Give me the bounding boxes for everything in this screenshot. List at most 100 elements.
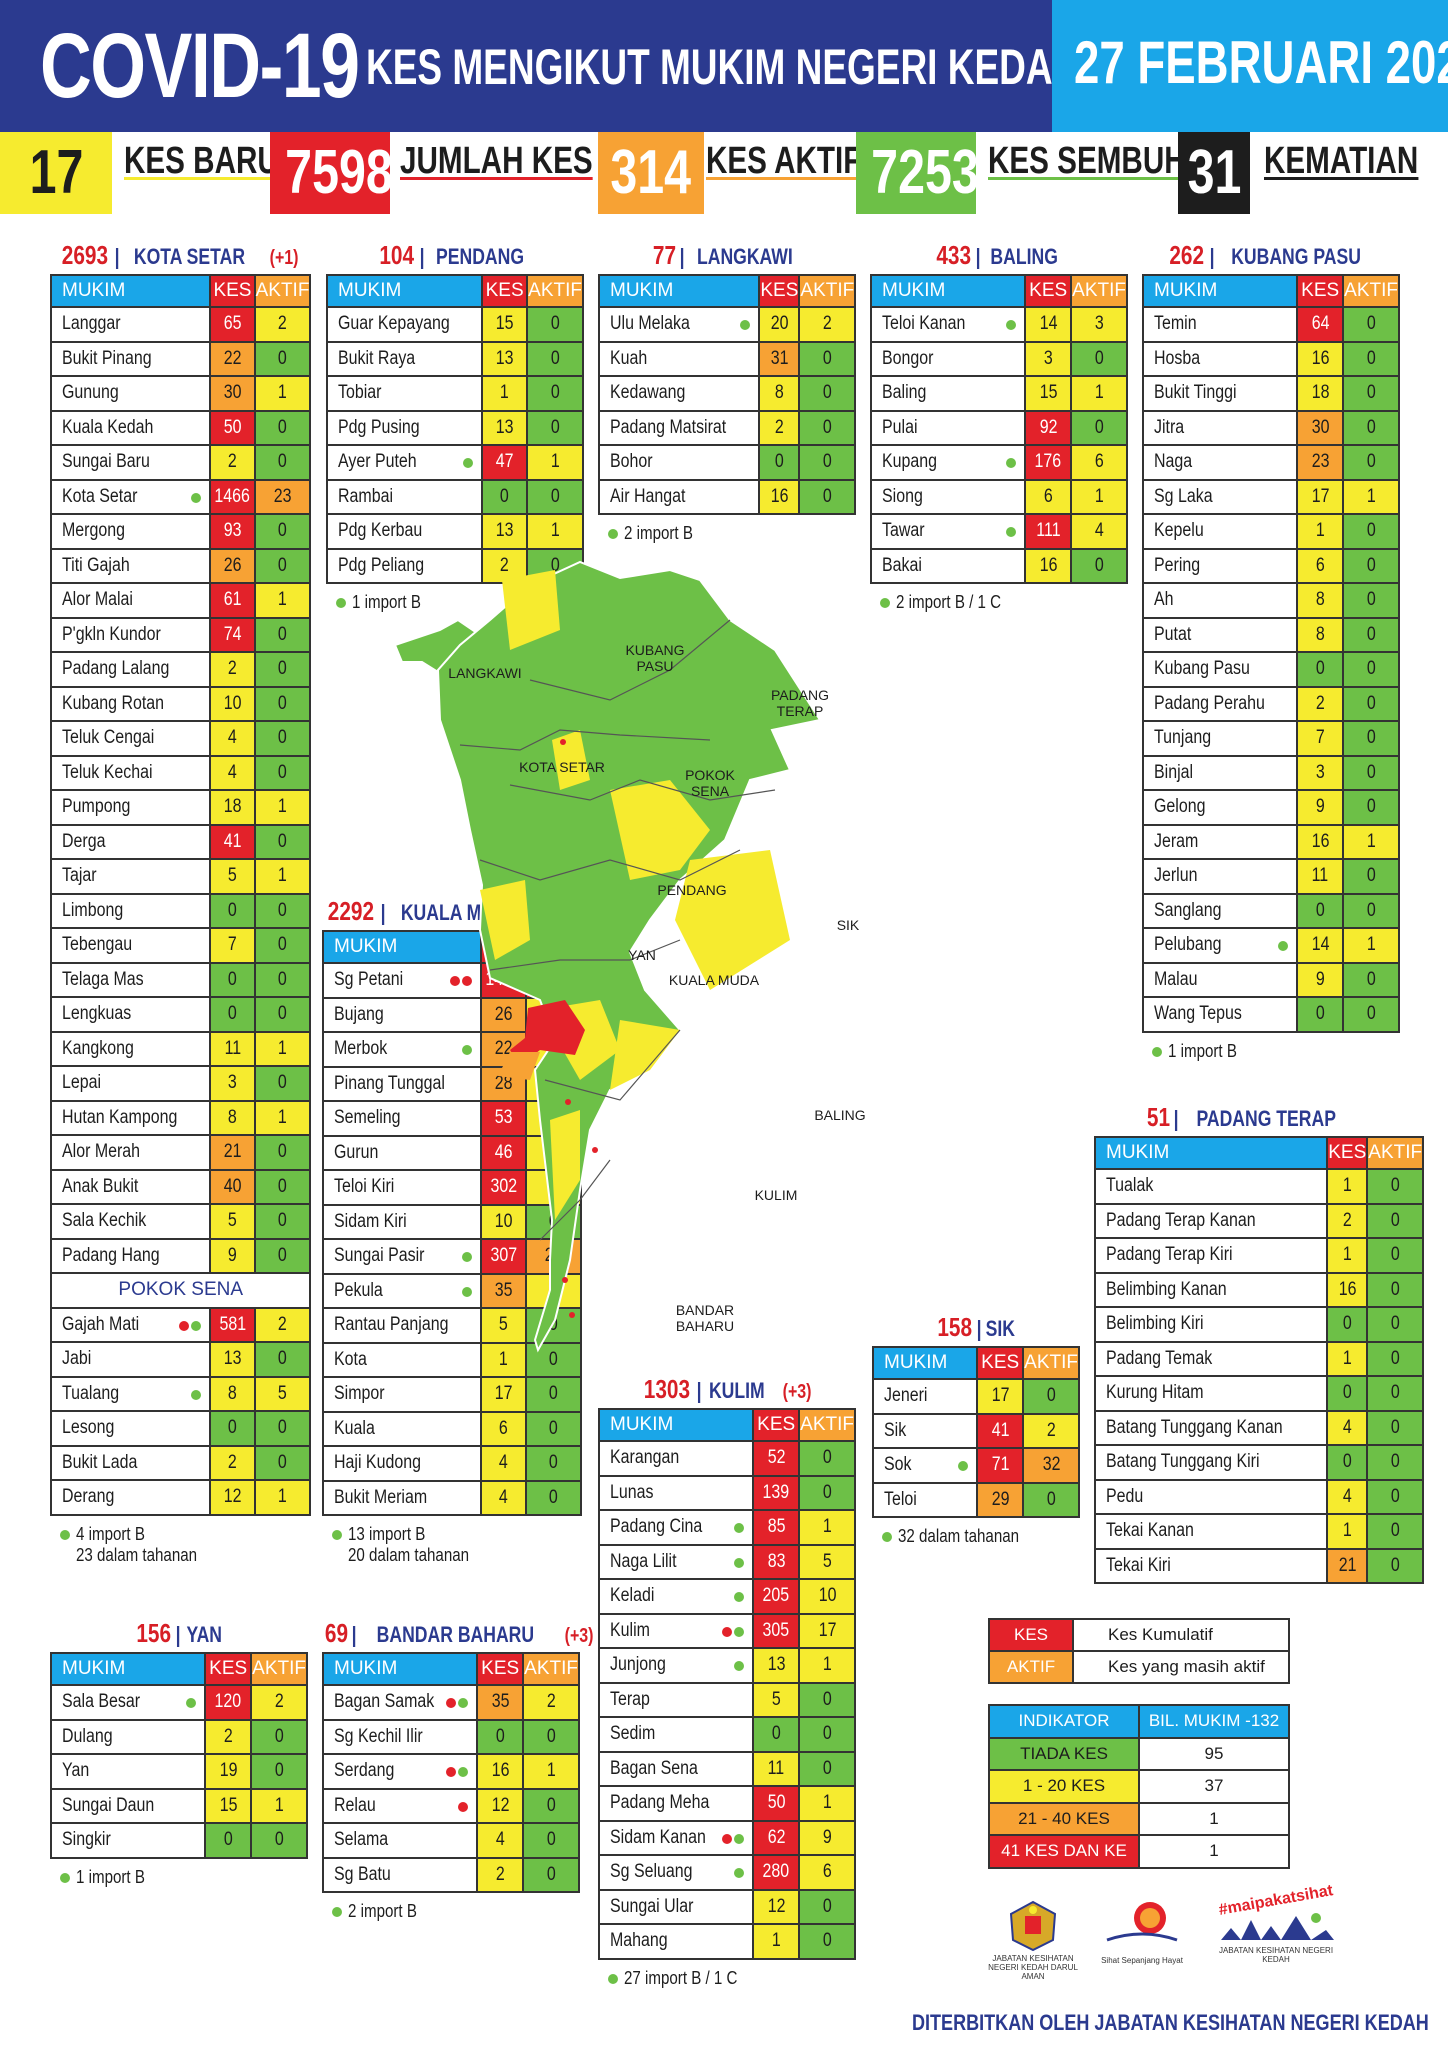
district-new-cases: (+3) bbox=[782, 1381, 812, 1403]
kes-number: 8 bbox=[228, 1382, 237, 1404]
mukim-label: Gajah Mati bbox=[62, 1313, 140, 1335]
mukim-label: Tualak bbox=[1106, 1175, 1154, 1197]
red-dot-icon bbox=[462, 976, 473, 986]
mukim-label: Lunas bbox=[610, 1481, 654, 1503]
mukim-label: Kuala bbox=[334, 1417, 375, 1439]
mukim-label: Sg Laka bbox=[1154, 485, 1213, 507]
kes-number: 6 bbox=[1315, 554, 1325, 576]
green-dot-icon bbox=[60, 1529, 70, 1540]
map-label-pendang: PENDANG bbox=[657, 882, 726, 898]
mukim-name: Lunas bbox=[597, 1474, 755, 1511]
aktif-value: 0 bbox=[253, 1168, 312, 1205]
skyline-icon bbox=[1221, 1913, 1334, 1940]
kes-number: 35 bbox=[491, 1691, 510, 1713]
kes-value: 2 bbox=[204, 1718, 253, 1755]
kes-number: 62 bbox=[767, 1826, 786, 1848]
kes-number: 7 bbox=[228, 934, 237, 956]
aktif-value: 0 bbox=[798, 1923, 856, 1960]
red-dot-icon bbox=[446, 1698, 457, 1708]
aktif-number: 0 bbox=[1366, 865, 1376, 887]
district-name: | bbox=[679, 244, 685, 269]
aktif-value: 0 bbox=[253, 444, 312, 481]
kes-value: 5 bbox=[209, 858, 256, 895]
mukim-name: Tebengau bbox=[49, 927, 212, 964]
kes-number: 17 bbox=[1311, 485, 1330, 507]
aktif-number: 0 bbox=[1390, 1209, 1400, 1231]
kes-number: 92 bbox=[1039, 416, 1058, 438]
kes-number: 0 bbox=[495, 1725, 505, 1747]
district-table: MUKIM KES AKTIF Ulu Melaka 20 2 Kuah 31 0 Kedawan… bbox=[597, 274, 857, 515]
mukim-label: Kubang Pasu bbox=[1154, 658, 1250, 680]
table-row: Kota Setar 1466 23 bbox=[49, 478, 312, 515]
mukim-name: Tunjang bbox=[1141, 720, 1299, 757]
aktif-value: 6 bbox=[1070, 444, 1128, 481]
header-mukim: MUKIM bbox=[325, 274, 484, 308]
aktif-value: 0 bbox=[253, 616, 312, 653]
kes-value: 1 bbox=[481, 375, 529, 412]
mukim-label: Batang Tunggang Kiri bbox=[1106, 1451, 1260, 1473]
mukim-name: Tawar bbox=[869, 513, 1027, 550]
district-name: | bbox=[1209, 244, 1215, 269]
mukim-name: Sidam Kiri bbox=[321, 1203, 483, 1240]
district-note: 2 import B bbox=[322, 1901, 580, 1922]
mukim-name: Yan bbox=[49, 1753, 207, 1790]
kes-number: 0 bbox=[1315, 658, 1325, 680]
kes-value: 0 bbox=[1326, 1444, 1369, 1481]
table-row: Sg Laka 17 1 bbox=[1141, 478, 1400, 515]
kes-number: 20 bbox=[770, 313, 789, 335]
aktif-number: 1 bbox=[274, 1794, 284, 1816]
kes-number: 3 bbox=[228, 1072, 237, 1094]
table-row: Kuala 6 0 bbox=[321, 1410, 583, 1447]
kes-number: 7 bbox=[1315, 727, 1325, 749]
table-row: Yan 19 0 bbox=[49, 1753, 308, 1790]
aktif-value: 1 bbox=[250, 1787, 308, 1824]
mukim-label: Siong bbox=[882, 485, 923, 507]
aktif-value: 0 bbox=[253, 1203, 312, 1240]
kes-number: 26 bbox=[494, 1003, 513, 1025]
aktif-number: 23 bbox=[273, 485, 292, 507]
map-label-kubang-pasu: KUBANG PASU bbox=[625, 642, 684, 674]
kes-number: 11 bbox=[224, 1037, 241, 1059]
mukim-name: Alor Malai bbox=[49, 582, 212, 619]
mukim-name: Kota Setar bbox=[49, 478, 212, 515]
mukim-name: Rambai bbox=[325, 478, 484, 515]
header-aktif: AKTIF bbox=[1342, 274, 1400, 308]
kes-number: 6 bbox=[1043, 485, 1053, 507]
mukim-name: Belimbing Kiri bbox=[1093, 1306, 1329, 1343]
kes-number: 8 bbox=[228, 1106, 237, 1128]
header-aktif: AKTIF bbox=[1070, 274, 1128, 308]
aktif-value: 0 bbox=[798, 375, 857, 412]
kes-value: 17 bbox=[976, 1378, 1025, 1415]
stat-label: KES AKTIF bbox=[706, 140, 862, 182]
kes-value: 0 bbox=[758, 444, 801, 481]
green-dot-icon bbox=[332, 1907, 342, 1917]
aktif-number: 2 bbox=[274, 1691, 284, 1713]
header-aktif: AKTIF bbox=[250, 1652, 308, 1686]
table-row: Siong 6 1 bbox=[869, 478, 1128, 515]
mukim-name: Lesong bbox=[49, 1410, 212, 1447]
mukim-label: Limbong bbox=[62, 899, 124, 921]
mukim-name: Padang Lalang bbox=[49, 651, 212, 688]
header-aktif: AKTIF bbox=[1366, 1136, 1425, 1170]
kes-value: 22 bbox=[209, 340, 256, 377]
note-text: 2 import B bbox=[624, 523, 693, 543]
kes-number: 15 bbox=[219, 1794, 238, 1816]
table-row: Pdg Pusing 13 0 bbox=[325, 409, 584, 446]
district-table: MUKIM KES AKTIF Bagan Samak 35 2 Sg Kechil Ili… bbox=[321, 1652, 580, 1893]
mukim-name: Sungai Baru bbox=[49, 444, 212, 481]
mukim-label: Pedu bbox=[1106, 1485, 1144, 1507]
kes-number: 5 bbox=[228, 865, 237, 887]
mukim-name: Derang bbox=[49, 1479, 212, 1516]
mukim-label: Pdg Pusing bbox=[338, 416, 420, 438]
mukim-label: Sanglang bbox=[1154, 899, 1222, 921]
mukim-label: Malau bbox=[1154, 968, 1198, 990]
legend-row-aktif: AKTIF Kes yang masih aktif bbox=[988, 1650, 1290, 1684]
kes-number: 16 bbox=[1311, 830, 1330, 852]
aktif-value: 0 bbox=[253, 1134, 312, 1171]
aktif-number: 0 bbox=[1046, 1488, 1056, 1510]
mukim-label: Sungai Baru bbox=[62, 451, 150, 473]
mukim-name: Tajar bbox=[49, 858, 212, 895]
aktif-number: 0 bbox=[1366, 692, 1376, 714]
kes-value: 0 bbox=[1296, 892, 1345, 929]
